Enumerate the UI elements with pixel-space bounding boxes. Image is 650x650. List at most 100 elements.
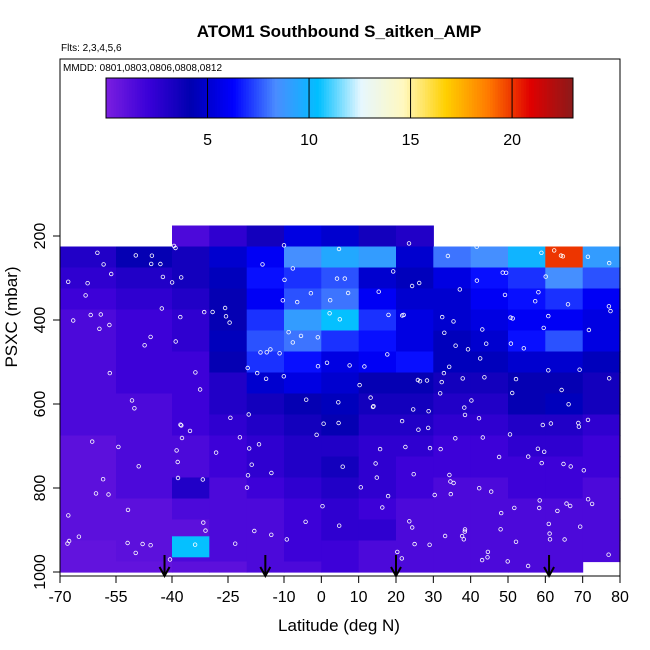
heatmap-cell (172, 477, 210, 500)
heatmap-cell (545, 309, 584, 332)
heatmap-cell (116, 477, 173, 500)
colorbar-segment (375, 78, 379, 118)
measurement-point (175, 459, 180, 465)
colorbar-segment (129, 78, 133, 118)
measurement-point (512, 505, 517, 511)
measurement-point (159, 306, 164, 311)
colorbar-segment (466, 78, 470, 118)
measurement-point (424, 378, 430, 383)
measurement-point (480, 435, 485, 440)
heatmap-cell (433, 393, 472, 416)
heatmap-cell (246, 225, 285, 248)
colorbar-segment (134, 78, 138, 118)
measurement-point (232, 541, 238, 546)
heatmap-cell (582, 540, 621, 563)
colorbar-segment (269, 78, 273, 118)
heatmap-cell (396, 477, 434, 500)
measurement-point (85, 281, 90, 286)
colorbar-segment (438, 78, 442, 118)
measurement-point (374, 475, 379, 480)
heatmap-cell (396, 225, 434, 248)
colorbar-segment (196, 78, 200, 118)
measurement-point (541, 325, 546, 331)
measurement-point (263, 376, 269, 381)
heatmap-cell (582, 288, 621, 311)
colorbar-segment (316, 78, 320, 118)
measurement-point (158, 261, 163, 267)
measurement-point (324, 360, 330, 365)
measurement-point (548, 421, 554, 426)
measurement-point (410, 525, 415, 530)
colorbar-segment (552, 78, 556, 118)
colorbar-segment (502, 78, 506, 118)
colorbar-segment (165, 78, 169, 118)
heatmap-cell (545, 393, 584, 416)
heatmap-cell (246, 372, 285, 395)
colorbar-segment (445, 78, 449, 118)
colorbar-segment (469, 78, 473, 118)
measurement-point (203, 528, 208, 533)
heatmap-cell (60, 288, 117, 311)
colorbar-segment (183, 78, 187, 118)
measurement-point (268, 347, 273, 352)
measurement-point (380, 505, 385, 510)
measurement-point (462, 412, 468, 418)
measurement-point (371, 404, 376, 409)
x-tick-label: -25 (216, 589, 239, 606)
heatmap-cell (172, 393, 210, 416)
colorbar-segment (534, 78, 538, 118)
colorbar-segment (401, 78, 405, 118)
colorbar-segment (139, 78, 143, 118)
measurement-point (505, 559, 510, 564)
y-tick-label: 200 (32, 223, 49, 250)
colorbar-segment (292, 78, 296, 118)
colorbar-segment (116, 78, 120, 118)
measurement-point (280, 298, 285, 303)
heatmap-cell (321, 288, 360, 311)
measurement-point (439, 379, 444, 385)
measurement-point (88, 312, 93, 318)
measurement-point (107, 370, 112, 376)
measurement-point (336, 246, 342, 252)
heatmap-cell (321, 330, 360, 353)
measurement-point (457, 287, 462, 292)
heatmap-cell (545, 351, 584, 374)
colorbar-segment (313, 78, 317, 118)
y-axis-label: PSXC (mbar) (2, 266, 21, 367)
measurement-point (526, 454, 531, 459)
colorbar-segment (443, 78, 447, 118)
heatmap-cell (582, 477, 621, 500)
x-tick-label: -40 (160, 589, 183, 606)
heatmap-cell (116, 309, 173, 332)
x-tick-label: 40 (462, 589, 480, 606)
x-tick-label: 10 (350, 589, 368, 606)
colorbar-segment (432, 78, 436, 118)
heatmap-cell (246, 288, 285, 311)
colorbar-segment (272, 78, 276, 118)
colorbar-segment (360, 78, 364, 118)
heatmap-cell (172, 498, 210, 521)
measurement-point (210, 309, 215, 315)
measurement-point (200, 477, 205, 482)
heatmap-cell (284, 393, 322, 416)
measurement-point (136, 464, 141, 469)
colorbar-segment (495, 78, 499, 118)
heatmap-cell (116, 372, 173, 395)
colorbar-segment (106, 78, 109, 118)
measurement-point (281, 243, 287, 248)
heatmap-cell (545, 519, 584, 542)
measurement-point (403, 444, 408, 450)
measurement-point (245, 473, 251, 478)
heatmap-cell (246, 393, 285, 416)
colorbar-segment (570, 78, 574, 118)
colorbar-segment (217, 78, 221, 118)
y-tick-label: 1000 (32, 554, 49, 590)
measurement-point (303, 519, 308, 524)
heatmap-cell (582, 309, 621, 332)
measurement-point (133, 253, 138, 258)
heatmap-cell (60, 351, 117, 374)
measurement-point (315, 364, 321, 369)
heatmap-cell (246, 309, 285, 332)
measurement-point (133, 550, 138, 556)
heatmap-cell (321, 225, 360, 248)
